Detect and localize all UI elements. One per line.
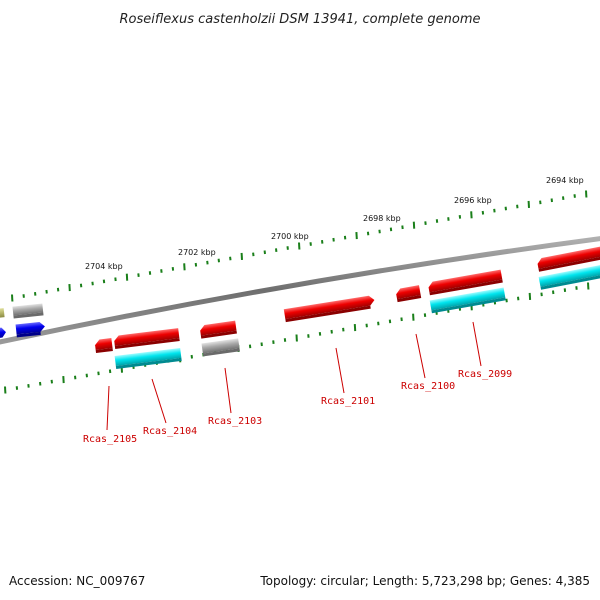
gene-rcas-2103-red[interactable]	[199, 320, 237, 339]
leader-line-rcas-2101	[335, 347, 345, 394]
map-title: Roseiflexus castenholzii DSM 13941, comp…	[120, 12, 481, 27]
gene-rcas-2099-cyan[interactable]	[429, 287, 506, 314]
gene-label-rcas-2101[interactable]: Rcas_2101	[321, 396, 375, 407]
gene-label-rcas-2105[interactable]: Rcas_2105	[83, 434, 137, 445]
gene-rcas-2104-cyan[interactable]	[114, 348, 182, 369]
reverse-strand-genes	[0, 264, 600, 369]
scale-label-2702: 2702 kbp	[178, 248, 216, 257]
gene-olive-left[interactable]	[0, 308, 5, 319]
gene-rcas-2105[interactable]	[94, 338, 113, 354]
scale-ticks-outer	[11, 190, 588, 302]
forward-strand-genes	[0, 246, 600, 323]
gene-label-rcas-2100[interactable]: Rcas_2100	[401, 381, 455, 392]
leader-line-rcas-2103	[224, 367, 232, 414]
gene-rcas-2104-red[interactable]	[114, 328, 180, 349]
gene-cyan-right[interactable]	[538, 264, 600, 290]
scale-label-2698: 2698 kbp	[363, 214, 401, 223]
gene-blue-left[interactable]	[15, 321, 46, 338]
scale-label-2694: 2694 kbp	[546, 176, 584, 185]
genome-stats-text: Topology: circular; Length: 5,723,298 bp…	[260, 574, 590, 588]
scale-label-2704: 2704 kbp	[85, 262, 123, 271]
gene-labels: Rcas_2099 Rcas_2100 Rcas_2101 Rcas_2103 …	[83, 369, 512, 445]
gene-label-rcas-2103[interactable]: Rcas_2103	[208, 416, 262, 427]
leader-line-rcas-2105	[106, 385, 110, 431]
gene-label-rcas-2099[interactable]: Rcas_2099	[458, 369, 512, 380]
leader-line-rcas-2099	[472, 321, 482, 367]
gene-gray-left[interactable]	[12, 303, 44, 319]
gene-blue-far-left[interactable]	[0, 327, 6, 339]
gene-rcas-2100[interactable]	[395, 285, 422, 303]
leader-line-rcas-2104	[151, 378, 167, 424]
gene-rcas-2099-red[interactable]	[428, 269, 503, 296]
scale-label-2696: 2696 kbp	[454, 196, 492, 205]
leader-line-rcas-2100	[415, 333, 426, 379]
scale-label-2700: 2700 kbp	[271, 232, 309, 241]
gene-label-rcas-2104[interactable]: Rcas_2104	[143, 426, 197, 437]
gene-red-right[interactable]	[537, 246, 600, 272]
gene-rcas-2101[interactable]	[283, 295, 376, 323]
accession-text: Accession: NC_009767	[9, 574, 146, 588]
gene-rcas-2103-gray[interactable]	[201, 338, 240, 357]
gene-label-lines	[106, 321, 482, 431]
genome-backbone	[0, 236, 600, 345]
scale-labels: 2694 kbp 2696 kbp 2698 kbp 2700 kbp 2702…	[85, 176, 584, 271]
